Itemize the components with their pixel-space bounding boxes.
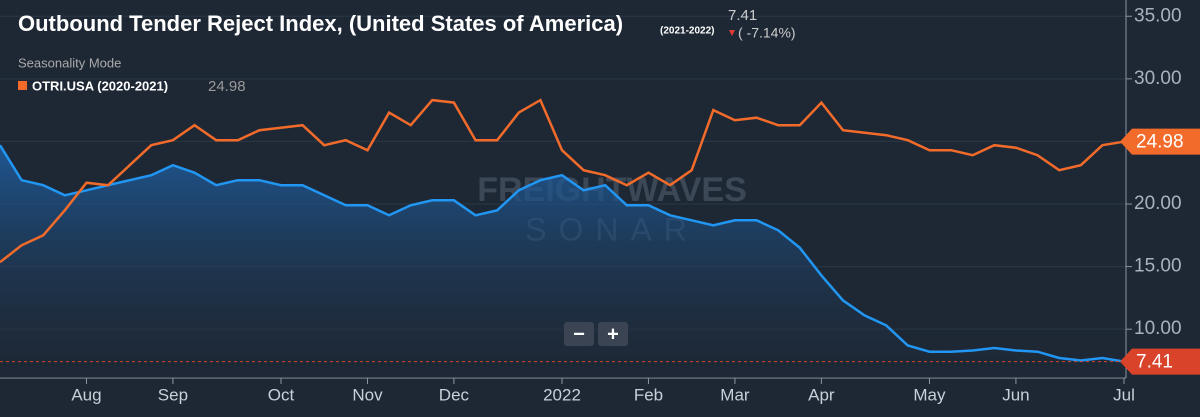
zoom-controls: − + — [564, 322, 628, 346]
y-tick-label: 35.00 — [1134, 5, 1182, 26]
y-tick-label: 30.00 — [1134, 68, 1182, 89]
value-tag-label: 7.41 — [1136, 352, 1173, 373]
x-tick-label: Aug — [71, 385, 101, 404]
current-value: 7.41 — [728, 7, 757, 24]
value-tag — [1120, 348, 1200, 375]
x-tick-label: Oct — [268, 385, 295, 404]
zoom-in-label[interactable]: + — [607, 323, 619, 345]
value-tag — [1120, 128, 1200, 155]
chart-title: Outbound Tender Reject Index, (United St… — [18, 11, 623, 36]
x-tick-label: Mar — [720, 385, 750, 404]
line — [0, 144, 1125, 363]
down-arrow — [729, 30, 735, 36]
zoom-out-label[interactable]: − — [573, 323, 585, 345]
value-tag-label: 24.98 — [1136, 132, 1184, 153]
legend-swatch — [18, 81, 27, 90]
x-tick-label: Apr — [808, 385, 835, 404]
x-tick-label: Nov — [352, 385, 383, 404]
zoom-in[interactable] — [598, 322, 628, 346]
x-tick-label: Dec — [439, 385, 470, 404]
x-tick-label: May — [913, 385, 946, 404]
change-label: ( -7.14%) — [738, 25, 796, 41]
mode-label: Seasonality Mode — [18, 55, 121, 70]
x-tick-label: Feb — [634, 385, 663, 404]
x-tick-label: Sep — [158, 385, 188, 404]
x-tick-label: Jun — [1002, 385, 1029, 404]
legend-value: 24.98 — [208, 78, 246, 95]
y-tick-label: 10.00 — [1134, 318, 1182, 339]
x-tick-label: Jul — [1113, 385, 1135, 404]
area — [0, 145, 1124, 378]
series-name: (2021-2022) — [660, 26, 714, 37]
x-tick-label: 2022 — [543, 385, 581, 404]
legend-label: OTRI.USA (2020-2021) — [32, 78, 168, 93]
y-tick-label: 15.00 — [1134, 256, 1182, 277]
zoom-out[interactable] — [564, 322, 594, 346]
y-tick-label: 20.00 — [1134, 193, 1182, 214]
line — [0, 98, 1125, 264]
